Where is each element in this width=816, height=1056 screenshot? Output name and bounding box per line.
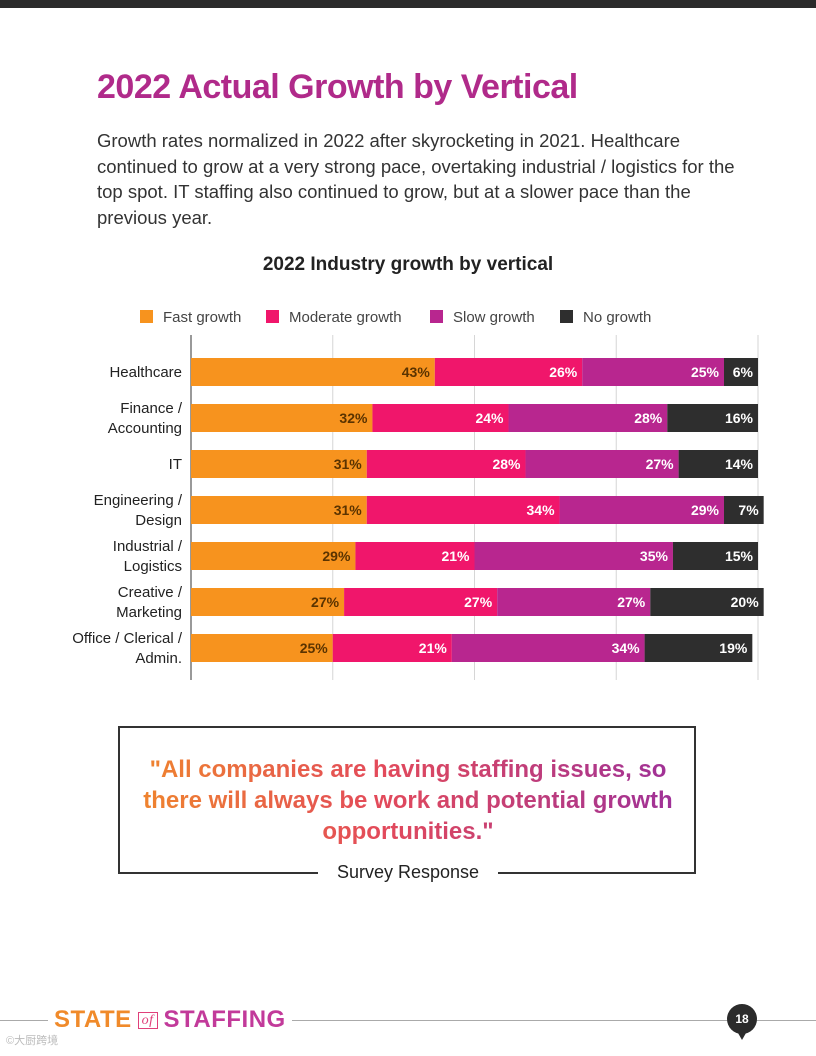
bar-data-label: 25% <box>300 640 329 656</box>
bar-data-label: 31% <box>334 502 363 518</box>
category-label: Admin. <box>135 650 182 667</box>
logo-staffing: STAFFING <box>163 1006 286 1033</box>
category-label: Engineering / <box>94 492 183 509</box>
bar-data-label: 27% <box>646 456 675 472</box>
category-label: Creative / <box>118 584 183 601</box>
legend-swatch-2 <box>430 310 443 323</box>
bar-data-label: 27% <box>464 594 493 610</box>
bar-data-label: 35% <box>640 548 669 564</box>
bar-segment <box>723 496 764 524</box>
bar-segment <box>667 404 758 432</box>
bar-data-label: 19% <box>719 640 748 656</box>
category-label: Healthcare <box>109 364 182 381</box>
bar-segment <box>372 404 509 432</box>
category-label: Industrial / <box>113 538 183 555</box>
legend-swatch-0 <box>140 310 153 323</box>
bar-data-label: 27% <box>311 594 340 610</box>
bar-segment <box>723 358 758 386</box>
bar-segment <box>191 588 345 616</box>
category-label: Accounting <box>108 420 182 437</box>
bar-data-label: 21% <box>441 548 470 564</box>
bar-data-label: 34% <box>612 640 641 656</box>
logo-of: of <box>137 1011 158 1029</box>
category-label: IT <box>169 456 182 473</box>
bar-data-label: 29% <box>322 548 351 564</box>
bar-segment <box>191 450 367 478</box>
bar-segment <box>508 404 668 432</box>
bar-segment <box>559 496 724 524</box>
bar-segment <box>497 588 651 616</box>
bar-segment <box>191 542 356 570</box>
chart-title: 2022 Industry growth by vertical <box>263 254 553 275</box>
bar-data-label: 31% <box>334 456 363 472</box>
bar-segment <box>191 404 373 432</box>
footer-line <box>0 1020 816 1021</box>
bar-data-label: 16% <box>725 410 754 426</box>
bar-data-label: 34% <box>527 502 556 518</box>
category-label: Logistics <box>124 558 182 575</box>
legend-label-0: Fast growth <box>163 309 241 326</box>
bar-segment <box>366 450 526 478</box>
state-of-staffing-logo: STATE of STAFFING <box>48 1006 292 1034</box>
quote-source: Survey Response <box>318 862 498 883</box>
bar-data-label: 29% <box>691 502 720 518</box>
page-number: 18 <box>727 1004 757 1040</box>
legend-swatch-1 <box>266 310 279 323</box>
bar-segment <box>332 634 452 662</box>
bar-data-label: 32% <box>339 410 368 426</box>
bar-data-label: 28% <box>634 410 663 426</box>
bar-data-label: 20% <box>731 594 760 610</box>
category-label: Marketing <box>116 604 182 621</box>
bar-segment <box>644 634 753 662</box>
bar-data-label: 14% <box>725 456 754 472</box>
bar-data-label: 27% <box>617 594 646 610</box>
bar-data-label: 43% <box>402 364 431 380</box>
bar-data-label: 25% <box>691 364 720 380</box>
bar-segment <box>650 588 764 616</box>
bar-segment <box>191 496 367 524</box>
bar-segment <box>525 450 679 478</box>
growth-chart: 2022 Industry growth by vertical Fast gro… <box>72 254 764 680</box>
bar-segment <box>672 542 758 570</box>
bar-data-label: 6% <box>733 364 754 380</box>
bar-data-label: 24% <box>475 410 504 426</box>
bar-segment <box>678 450 758 478</box>
bar-segment <box>344 588 498 616</box>
legend-swatch-3 <box>560 310 573 323</box>
bar-segment <box>355 542 475 570</box>
legend-label-3: No growth <box>583 309 651 326</box>
page-title: 2022 Actual Growth by Vertical <box>97 68 578 106</box>
intro-paragraph: Growth rates normalized in 2022 after sk… <box>97 130 735 228</box>
bar-segment <box>474 542 673 570</box>
bar-segment <box>451 634 645 662</box>
bar-data-label: 15% <box>725 548 754 564</box>
legend-label-2: Slow growth <box>453 309 535 326</box>
logo-state: STATE <box>54 1006 132 1033</box>
category-label: Design <box>135 512 182 529</box>
category-label: Finance / <box>120 400 183 417</box>
quote-text: "All companies are having staffing issue… <box>120 754 696 847</box>
category-label: Office / Clerical / <box>72 630 183 647</box>
top-bar <box>0 0 816 8</box>
bar-segment <box>582 358 724 386</box>
legend-label-1: Moderate growth <box>289 309 402 326</box>
bar-segment <box>191 634 333 662</box>
bar-segment <box>366 496 560 524</box>
bar-data-label: 28% <box>492 456 521 472</box>
bar-segment <box>191 358 435 386</box>
bar-data-label: 7% <box>738 502 759 518</box>
watermark: ©大厨跨境 <box>6 1035 59 1047</box>
bar-data-label: 26% <box>549 364 578 380</box>
bar-data-label: 21% <box>419 640 448 656</box>
bar-segment <box>434 358 583 386</box>
